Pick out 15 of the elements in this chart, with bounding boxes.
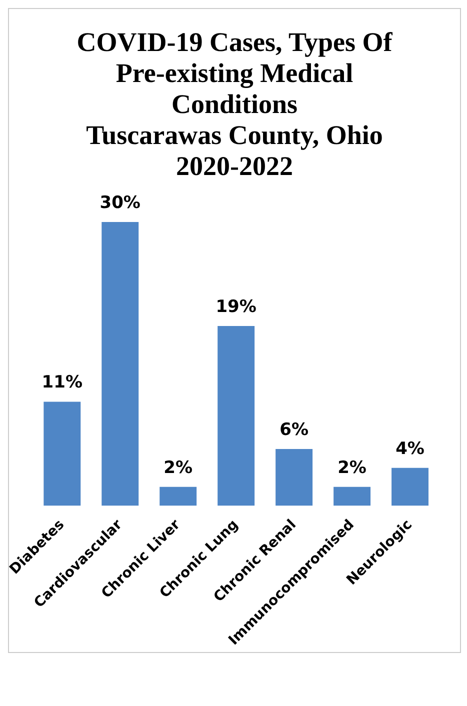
bar <box>102 222 139 506</box>
bar <box>44 402 81 506</box>
bar <box>160 487 197 506</box>
bar <box>218 326 255 506</box>
chart-title: COVID-19 Cases, Types Of Pre-existing Medical Conditions Tuscarawas County, Ohio 2020-2022 <box>76 26 394 182</box>
data-label: 2% <box>164 458 193 478</box>
data-label: 4% <box>396 439 424 460</box>
data-label: 30% <box>100 193 140 214</box>
data-label: 2% <box>338 458 366 478</box>
bar <box>334 487 371 506</box>
bar <box>276 449 313 506</box>
bar <box>392 468 428 506</box>
data-label: 11% <box>42 372 82 393</box>
data-label: 19% <box>216 297 256 318</box>
data-label: 6% <box>280 420 308 440</box>
